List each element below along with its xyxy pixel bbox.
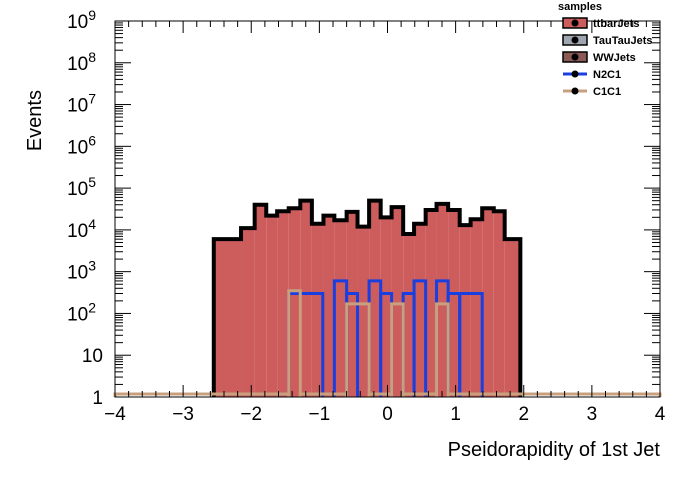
- y-tick-label: 105: [67, 174, 96, 200]
- x-tick-label: 1: [450, 404, 461, 425]
- bar-ttbarjets: [323, 215, 335, 397]
- y-tick-label: 10: [82, 346, 103, 367]
- bin-c1c1: [390, 302, 405, 397]
- x-tick-label: 0: [382, 404, 393, 425]
- bar-ttbarjets: [288, 208, 301, 397]
- y-tick-label: 109: [67, 7, 96, 33]
- x-tick-label: −4: [104, 404, 126, 425]
- y-tick-label: 106: [67, 132, 96, 158]
- x-tick-label: −1: [309, 404, 331, 425]
- outline-ttbarjets: [211, 198, 523, 397]
- x-tick-label: −3: [172, 404, 194, 425]
- legend-label-n2c1: N2C1: [593, 69, 621, 81]
- bar-ttbarjets: [380, 217, 392, 397]
- bar-ttbarjets: [311, 223, 324, 397]
- y-tick-label: 102: [67, 299, 96, 325]
- legend-marker-wwjets: [571, 53, 579, 61]
- bar-ttbarjets: [482, 208, 494, 397]
- bar-ttbarjets: [213, 239, 242, 397]
- bar-ttbarjets: [425, 209, 437, 397]
- bar-ttbarjets: [493, 211, 505, 397]
- y-tick-label: 103: [67, 258, 96, 284]
- bar-ttbarjets: [448, 209, 460, 397]
- bin-n2c1: [412, 279, 428, 397]
- x-tick-label: 3: [587, 404, 598, 425]
- legend-label-c1c1: C1C1: [593, 86, 621, 98]
- bar-ttbarjets: [254, 204, 267, 397]
- bar-ttbarjets: [470, 219, 483, 397]
- bar-ttbarjets: [300, 200, 312, 397]
- bar-ttbarjets: [369, 200, 381, 397]
- y-tick-label: 107: [67, 91, 96, 117]
- y-tick-label: 1: [92, 388, 103, 409]
- legend-title: samples: [558, 1, 602, 13]
- bin-c1c1: [345, 302, 371, 397]
- bar-ttbarjets: [277, 211, 289, 397]
- y-tick-label: 104: [67, 216, 96, 242]
- y-axis-title: Events: [24, 90, 46, 151]
- bar-ttbarjets: [504, 239, 521, 397]
- bar-ttbarjets: [436, 203, 449, 397]
- bar-ttbarjets: [403, 233, 415, 397]
- x-tick-label: −2: [240, 404, 262, 425]
- legend-marker-n2c1: [571, 70, 579, 78]
- axes: −4 −3 −2 −1 0 1 2 3 4 1 10 102 103 104 105 106 107 108 109: [67, 7, 666, 425]
- bin-c1c1: [435, 302, 450, 397]
- bar-ttbarjets: [266, 215, 278, 397]
- x-tick-label: 2: [518, 404, 529, 425]
- bin-c1c1: [287, 289, 302, 397]
- y-tick-label: 108: [67, 49, 96, 75]
- legend-marker-c1c1: [571, 87, 579, 95]
- legend-label-tautaujets: TauTauJets: [593, 35, 653, 47]
- bar-ttbarjets: [459, 225, 471, 397]
- legend-marker-tautaujets: [571, 36, 579, 44]
- plot-area: [113, 198, 662, 397]
- bar-ttbarjets: [414, 223, 426, 397]
- x-tick-label: 4: [655, 404, 666, 425]
- x-axis-title: Pseidorapidity of 1st Jet: [448, 439, 661, 461]
- bar-ttbarjets: [357, 226, 370, 397]
- legend: samples ttbarJets TauTauJets WWJets N2C1 C1C…: [558, 1, 653, 98]
- bar-ttbarjets: [334, 220, 347, 397]
- bar-ttbarjets: [391, 207, 404, 397]
- legend-label-wwjets: WWJets: [593, 52, 636, 64]
- bin-n2c1: [458, 292, 484, 397]
- legend-label-ttbarjets: ttbarJets: [593, 18, 639, 30]
- legend-marker-ttbarjets: [571, 19, 579, 27]
- bar-ttbarjets: [241, 228, 255, 397]
